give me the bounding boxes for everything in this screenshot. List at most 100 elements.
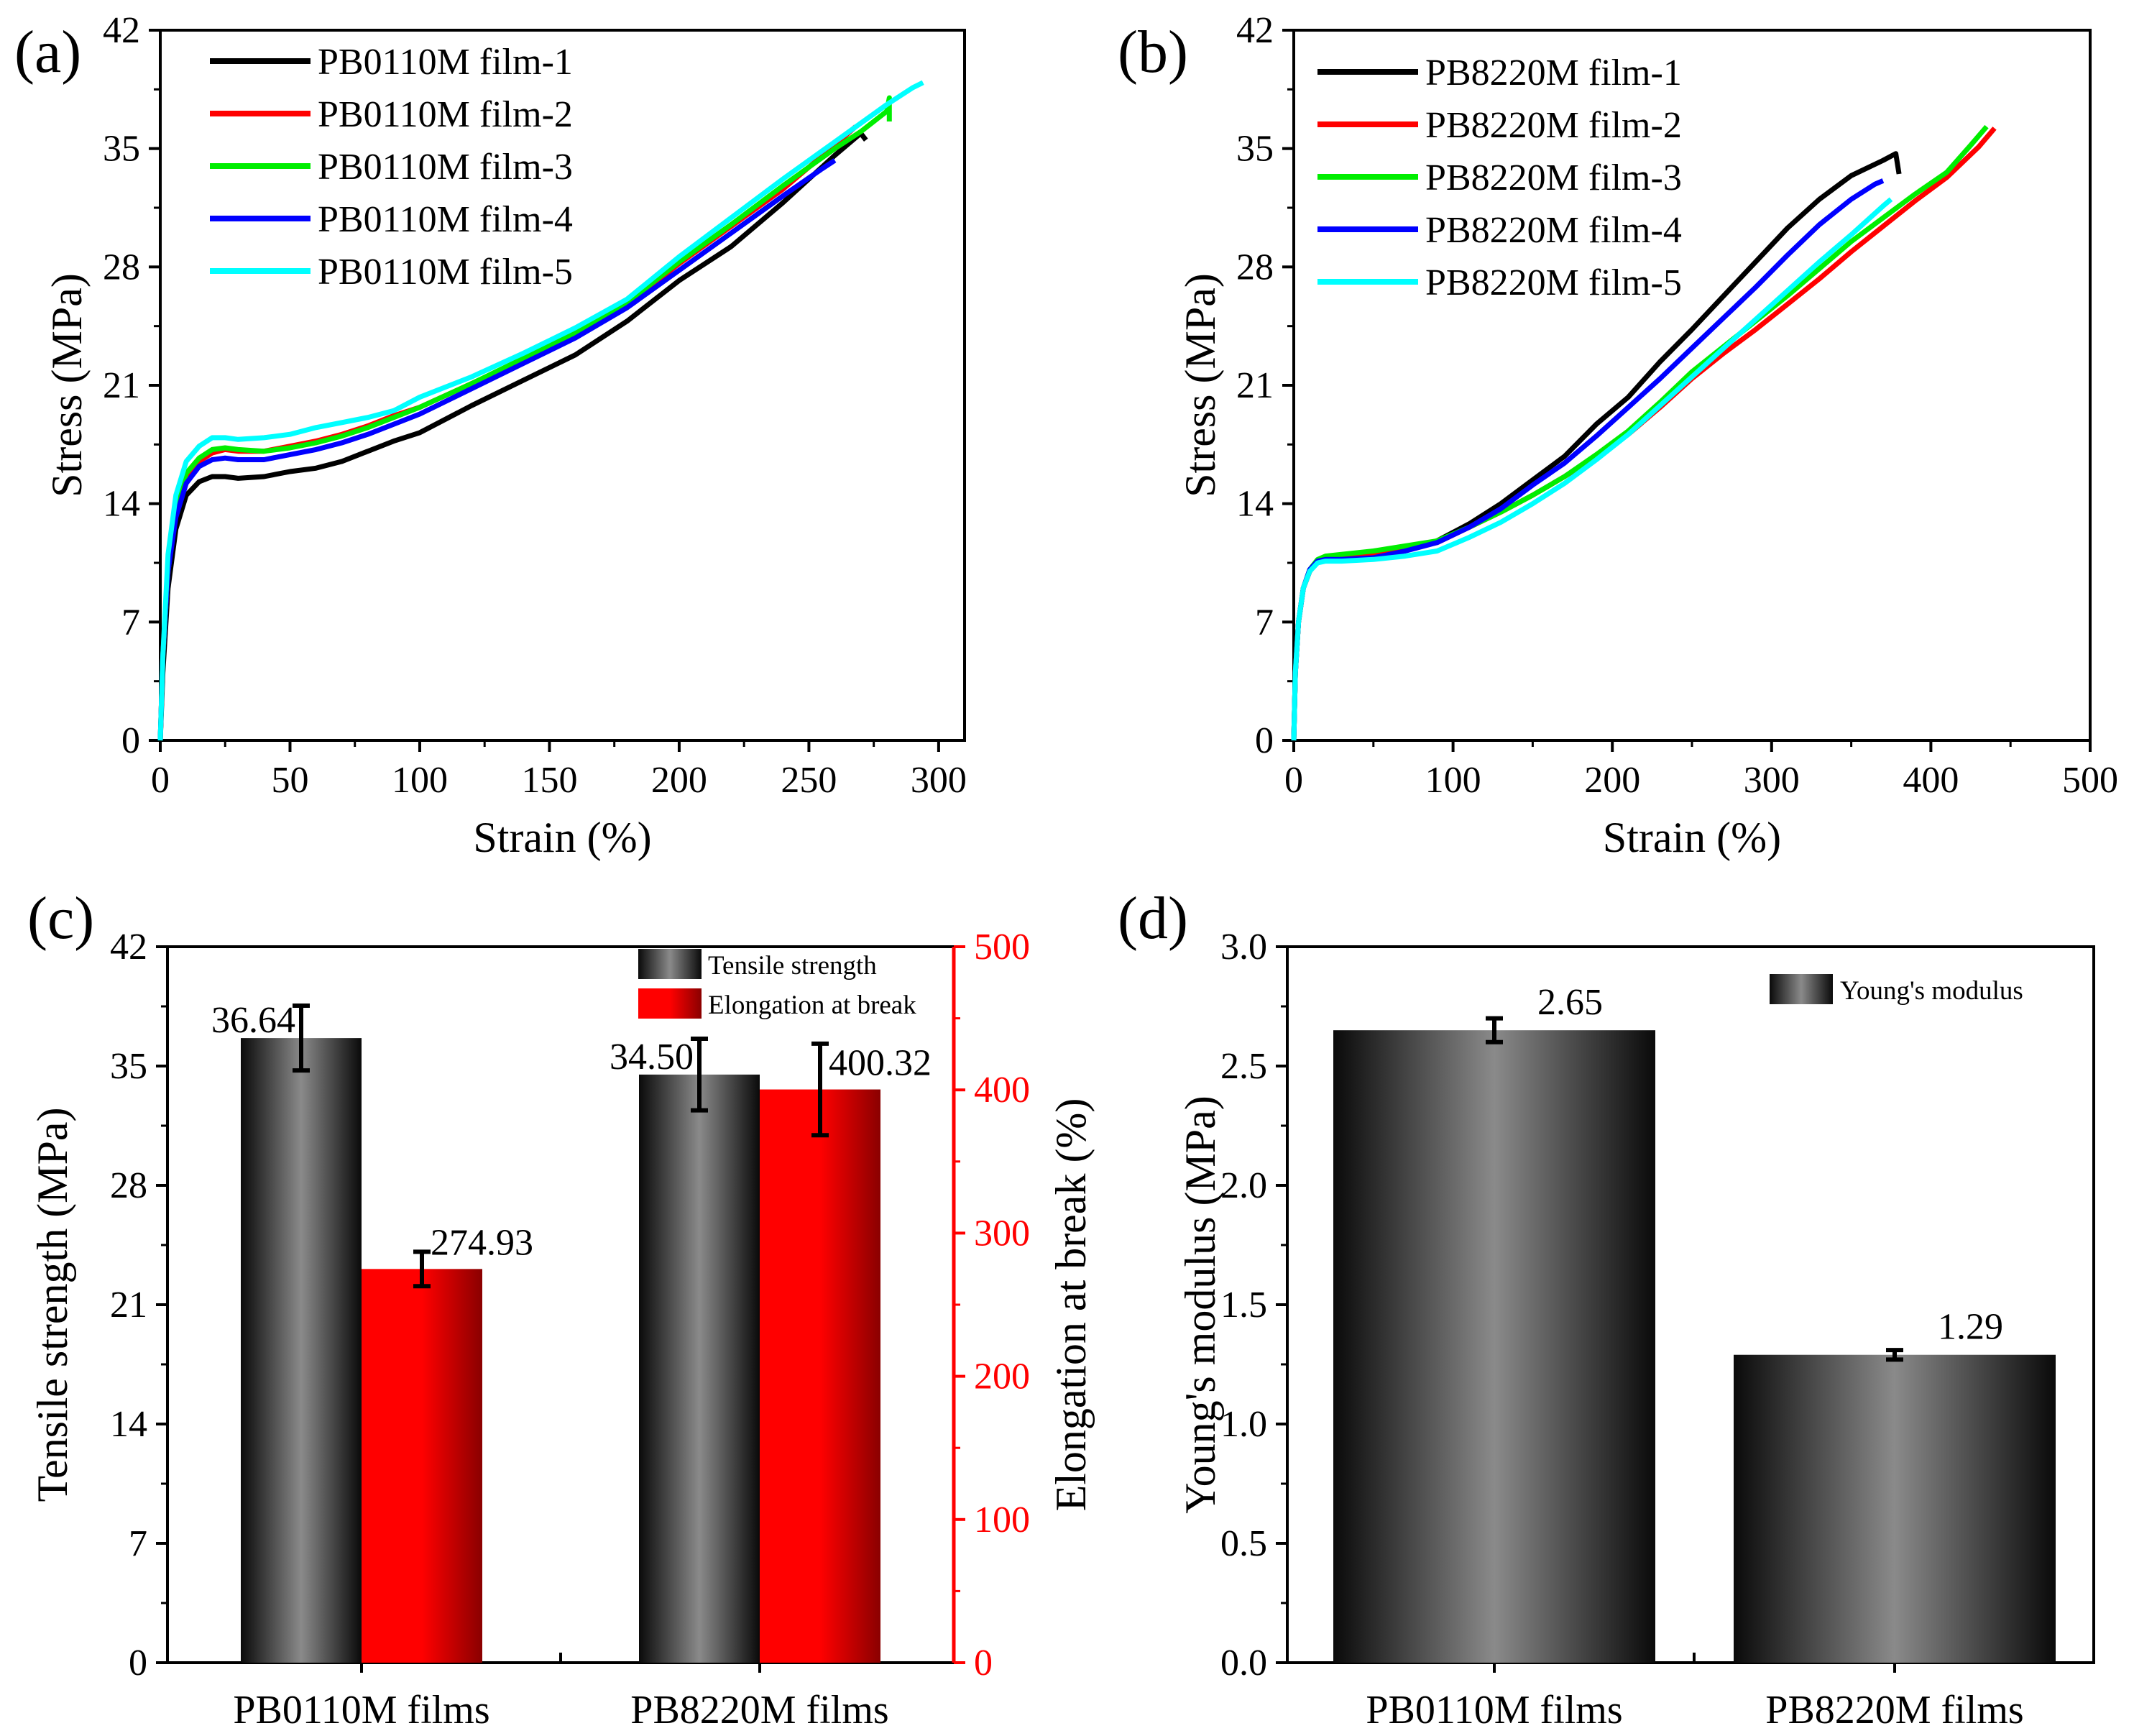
y-tick-label: 42 <box>103 10 140 51</box>
y-axis-title: Tensile strength (MPa) <box>29 1107 76 1502</box>
bar-tensile-strength <box>241 1038 362 1663</box>
y-tick-label: 35 <box>110 1046 147 1087</box>
x-tick-label: 50 <box>271 760 308 801</box>
x-category-label: PB0110M films <box>233 1688 489 1732</box>
y-tick-label: 35 <box>1236 129 1274 170</box>
bar-elongation <box>362 1269 482 1663</box>
legend-label: PB0110M film-3 <box>318 147 573 188</box>
y-tick-label: 14 <box>110 1404 147 1445</box>
y-tick-label: 42 <box>1236 10 1274 51</box>
right-y-tick-label: 300 <box>974 1213 1030 1254</box>
y-tick-label: 0 <box>129 1643 147 1684</box>
y-tick-label: 14 <box>103 484 140 525</box>
legend-label: PB0110M film-1 <box>318 42 573 83</box>
x-tick-label: 0 <box>1284 760 1303 801</box>
legend-label: PB8220M film-5 <box>1425 262 1682 303</box>
series-line-3 <box>157 95 892 741</box>
series-line-5 <box>157 80 924 741</box>
panel-d-youngs-modulus: 0.0 0.5 1.0 1.5 2.0 2.5 3.0 (d) Young's modulus … <box>1118 885 2095 1732</box>
data-label-modulus: 2.65 <box>1537 982 1603 1023</box>
panel-b-stress-strain: 0 7 14 21 28 35 42 0 100 200 300 400 500 (b) Strain (%… <box>1118 10 2118 861</box>
bar-youngs-modulus <box>1734 1354 2056 1663</box>
data-label-tensile: 36.64 <box>211 1000 295 1041</box>
series-line-4 <box>157 158 837 741</box>
x-tick-label: 250 <box>781 760 837 801</box>
x-axis-title: Strain (%) <box>473 814 651 861</box>
bar-elongation <box>760 1089 880 1663</box>
right-y-tick-label: 0 <box>974 1643 993 1684</box>
legend-swatch-elongation <box>638 988 702 1019</box>
legend-label: PB0110M film-5 <box>318 252 573 293</box>
plot-frame <box>1292 29 2092 742</box>
y-tick-label: 0.0 <box>1220 1643 1267 1684</box>
y-tick-label: 7 <box>129 1523 147 1564</box>
y-tick-label: 42 <box>110 927 147 968</box>
panel-label: (d) <box>1118 885 1188 952</box>
data-label-tensile: 34.50 <box>610 1037 694 1078</box>
data-label-elongation: 400.32 <box>829 1043 932 1084</box>
x-axis-title: Strain (%) <box>1603 814 1781 861</box>
x-tick-label: 500 <box>2062 760 2118 801</box>
y-tick-label: 7 <box>1255 602 1274 643</box>
legend-label: Young's modulus <box>1840 976 2023 1006</box>
panel-label: (c) <box>27 885 94 952</box>
y-tick-label: 21 <box>103 365 140 406</box>
y-tick-label: 21 <box>1236 365 1274 406</box>
x-tick-label: 200 <box>651 760 707 801</box>
right-y-tick-label: 100 <box>974 1500 1030 1540</box>
x-category-label: PB8220M films <box>630 1688 888 1732</box>
y-tick-label: 7 <box>121 602 140 643</box>
x-tick-label: 150 <box>521 760 577 801</box>
data-label-modulus: 1.29 <box>1938 1307 2003 1348</box>
panel-label: (a) <box>14 19 81 86</box>
bar-tensile-strength <box>639 1074 760 1663</box>
x-tick-label: 100 <box>1425 760 1481 801</box>
legend-label: PB0110M film-4 <box>318 199 573 240</box>
y-axis-title: Stress (MPa) <box>1177 273 1224 497</box>
panel-a-stress-strain: 0 7 14 21 28 35 42 0 50 100 150 200 250 300 (a) Strain … <box>14 10 967 861</box>
y-tick-label: 1.5 <box>1220 1285 1267 1326</box>
y-tick-label: 21 <box>110 1285 147 1326</box>
y-tick-label: 0 <box>1255 720 1274 761</box>
y-tick-label: 3.0 <box>1220 927 1267 968</box>
y-tick-label: 28 <box>1236 247 1274 288</box>
x-tick-label: 0 <box>151 760 170 801</box>
x-tick-label: 100 <box>392 760 448 801</box>
y-tick-label: 0 <box>121 720 140 761</box>
y-tick-label: 35 <box>103 129 140 170</box>
x-tick-label: 400 <box>1903 760 1959 801</box>
y-tick-label: 0.5 <box>1220 1523 1267 1564</box>
y-tick-label: 2.5 <box>1220 1046 1267 1087</box>
series-line-5 <box>1291 197 1893 741</box>
panel-label: (b) <box>1118 19 1188 86</box>
legend-swatch-modulus <box>1770 974 1833 1004</box>
legend-label: PB8220M film-4 <box>1425 210 1682 251</box>
legend-swatch-tensile <box>638 949 702 979</box>
right-y-axis-title: Elongation at break (%) <box>1047 1098 1095 1512</box>
y-axis-title: Young's modulus (MPa) <box>1177 1096 1224 1513</box>
right-y-tick-label: 500 <box>974 927 1030 968</box>
legend-label: Elongation at break <box>708 991 916 1020</box>
right-y-tick-label: 200 <box>974 1356 1030 1397</box>
right-y-tick-label: 400 <box>974 1070 1030 1111</box>
y-axis-title: Stress (MPa) <box>43 273 91 497</box>
legend-label: PB8220M film-3 <box>1425 157 1682 198</box>
y-tick-label: 28 <box>110 1165 147 1206</box>
x-category-label: PB0110M films <box>1366 1688 1622 1732</box>
x-tick-label: 300 <box>911 760 967 801</box>
y-tick-label: 28 <box>103 247 140 288</box>
legend-label: PB8220M film-2 <box>1425 105 1682 146</box>
y-tick-label: 14 <box>1236 484 1274 525</box>
series-line-1 <box>157 131 868 741</box>
x-tick-label: 300 <box>1744 760 1800 801</box>
x-category-label: PB8220M films <box>1765 1688 2023 1732</box>
panel-c-tensile-elongation: 0 7 14 21 28 35 42 (c) Tensile strength (MPa) 0 10… <box>27 885 1095 1732</box>
y-tick-label: 1.0 <box>1220 1404 1267 1445</box>
data-label-elongation: 274.93 <box>431 1222 533 1263</box>
x-tick-label: 200 <box>1584 760 1640 801</box>
legend-label: PB0110M film-2 <box>318 94 573 135</box>
y-tick-label: 2.0 <box>1220 1165 1267 1206</box>
bar-youngs-modulus <box>1333 1030 1655 1663</box>
legend-label: Tensile strength <box>708 951 877 980</box>
